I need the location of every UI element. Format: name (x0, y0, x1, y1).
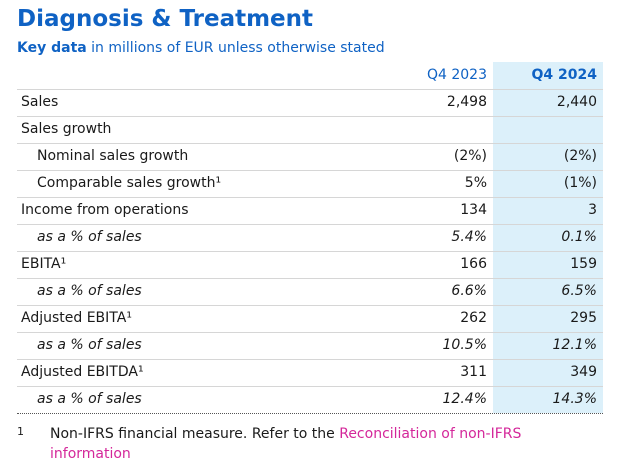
cell-value: 166 (460, 256, 487, 272)
subtitle-bold: Key data (17, 40, 87, 56)
cell-value: 3 (588, 202, 597, 218)
cell-value: (2%) (563, 148, 597, 164)
cell-value: 5% (464, 175, 487, 191)
subtitle-text: in millions of EUR unless otherwise stat… (91, 40, 385, 56)
table-row: Comparable sales growth¹ 5% (1%) (17, 170, 603, 198)
cell-value: (1%) (563, 175, 597, 191)
cell-value: 6.6% (451, 283, 487, 299)
cell-value: 159 (570, 256, 597, 272)
table-row: as a % of sales 12.4% 14.3% (17, 386, 603, 414)
table-row: Sales 2,498 2,440 (17, 89, 603, 117)
cell-value: 12.1% (552, 337, 597, 353)
cell-value: 10.5% (442, 337, 487, 353)
table-row: as a % of sales 6.6% 6.5% (17, 278, 603, 306)
cell-value: 262 (460, 310, 487, 326)
cell-value: 349 (570, 364, 597, 380)
row-label: Income from operations (21, 202, 189, 218)
cell-value: 5.4% (451, 229, 487, 245)
footnote: Non-IFRS financial measure. Refer to the… (50, 424, 570, 464)
title: Diagnosis & Treatment (17, 6, 314, 32)
cell-value: 14.3% (552, 391, 597, 407)
cell-value: 311 (460, 364, 487, 380)
row-label: Adjusted EBITDA¹ (21, 364, 144, 380)
row-label: as a % of sales (37, 229, 142, 245)
cell-value: 2,498 (446, 94, 487, 110)
row-label: Comparable sales growth¹ (37, 175, 222, 191)
table-row: EBITA¹ 166 159 (17, 251, 603, 279)
cell-value: 6.5% (561, 283, 597, 299)
header-row: Q4 2023 Q4 2024 (17, 62, 603, 90)
cell-value: 134 (460, 202, 487, 218)
table-row: as a % of sales 10.5% 12.1% (17, 332, 603, 360)
highlight-column (493, 62, 603, 413)
row-label: as a % of sales (37, 391, 142, 407)
cell-value: (2%) (453, 148, 487, 164)
table-row: Income from operations 134 3 (17, 197, 603, 225)
table-row: Adjusted EBITDA¹ 311 349 (17, 359, 603, 387)
footnote-link[interactable]: Reconciliation of non-IFRS information (50, 426, 522, 462)
row-label: Sales growth (21, 121, 112, 137)
table-row: as a % of sales 5.4% 0.1% (17, 224, 603, 252)
cell-value: 295 (570, 310, 597, 326)
table-row: Adjusted EBITA¹ 262 295 (17, 305, 603, 333)
cell-value: 12.4% (442, 391, 487, 407)
table-row: Sales growth (17, 116, 603, 144)
table-row: Nominal sales growth (2%) (2%) (17, 143, 603, 171)
row-label: Adjusted EBITA¹ (21, 310, 132, 326)
column-header: Q4 2023 (426, 67, 487, 83)
row-label: as a % of sales (37, 337, 142, 353)
row-label: as a % of sales (37, 283, 142, 299)
row-label: Sales (21, 94, 59, 110)
cell-value: 2,440 (556, 94, 597, 110)
footnote-text: Non-IFRS financial measure. Refer to the (50, 426, 335, 442)
row-label: EBITA¹ (21, 256, 67, 272)
cell-value: 0.1% (561, 229, 597, 245)
footnote-marker: 1 (17, 425, 24, 438)
row-label: Nominal sales growth (37, 148, 189, 164)
subtitle: Key data in millions of EUR unless other… (17, 40, 385, 56)
column-header: Q4 2024 (531, 67, 597, 83)
